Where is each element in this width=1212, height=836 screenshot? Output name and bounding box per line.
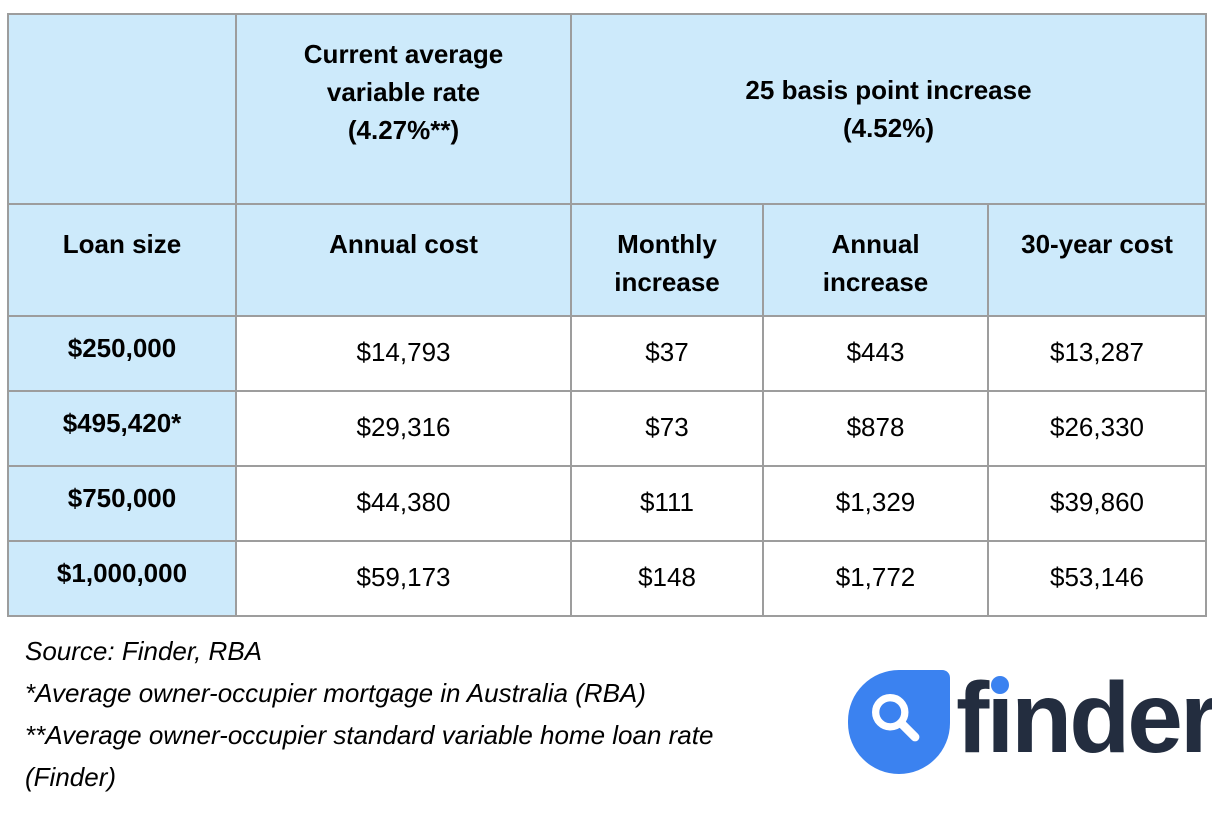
thirty-year-cost-cell: $26,330 [987, 390, 1207, 467]
annual-increase-cell: $443 [762, 315, 989, 392]
rate-increase-group-header: 25 basis point increase (4.52%) [570, 13, 1207, 205]
source-line: Source: Finder, RBA [25, 636, 262, 666]
wordmark-i-dot [991, 676, 1010, 694]
footer-notes: Source: Finder, RBA *Average owner-occup… [25, 630, 785, 798]
column-header-annual-cost: Annual cost [235, 203, 572, 317]
loan-size-cell: $750,000 [7, 465, 237, 542]
current-rate-group-header: Current average variable rate (4.27%**) [235, 13, 572, 205]
table-row: $750,000 $44,380 $111 $1,329 $39,860 [7, 465, 1207, 542]
wordmark-i: ı [986, 662, 1014, 774]
monthly-increase-cell: $37 [570, 315, 764, 392]
wordmark-nder: nder [1011, 662, 1212, 774]
monthly-increase-cell: $111 [570, 465, 764, 542]
footnote-single-asterisk: *Average owner-occupier mortgage in Aust… [25, 678, 646, 708]
annual-cost-cell: $14,793 [235, 315, 572, 392]
loan-size-cell: $1,000,000 [7, 540, 237, 617]
table-row: $250,000 $14,793 $37 $443 $13,287 [7, 315, 1207, 392]
monthly-increase-cell: $148 [570, 540, 764, 617]
thirty-year-cost-cell: $13,287 [987, 315, 1207, 392]
loan-cost-table: Current average variable rate (4.27%**) … [7, 13, 1207, 617]
table-group-header-row: Current average variable rate (4.27%**) … [7, 13, 1207, 205]
annual-increase-cell: $1,329 [762, 465, 989, 542]
annual-cost-cell: $59,173 [235, 540, 572, 617]
thirty-year-cost-cell: $53,146 [987, 540, 1207, 617]
table-row: $495,420* $29,316 $73 $878 $26,330 [7, 390, 1207, 467]
column-header-monthly-increase: Monthly increase [570, 203, 764, 317]
annual-increase-cell: $1,772 [762, 540, 989, 617]
footnote-double-asterisk: **Average owner-occupier standard variab… [25, 720, 714, 792]
thirty-year-cost-cell: $39,860 [987, 465, 1207, 542]
column-header-30-year-cost: 30-year cost [987, 203, 1207, 317]
finder-logo: fı nder [848, 662, 1212, 774]
wordmark-f: f [956, 662, 989, 774]
finder-wordmark: fı nder [956, 662, 1212, 774]
annual-increase-cell: $878 [762, 390, 989, 467]
column-header-annual-increase: Annual increase [762, 203, 989, 317]
table-row: $1,000,000 $59,173 $148 $1,772 $53,146 [7, 540, 1207, 617]
annual-cost-cell: $29,316 [235, 390, 572, 467]
finder-logo-droplet [848, 670, 950, 774]
monthly-increase-cell: $73 [570, 390, 764, 467]
loan-size-cell: $495,420* [7, 390, 237, 467]
annual-cost-cell: $44,380 [235, 465, 572, 542]
corner-empty-cell [7, 13, 237, 205]
table-column-header-row: Loan size Annual cost Monthly increase A… [7, 203, 1207, 317]
loan-size-cell: $250,000 [7, 315, 237, 392]
magnifier-icon [872, 694, 920, 742]
column-header-loan-size: Loan size [7, 203, 237, 317]
